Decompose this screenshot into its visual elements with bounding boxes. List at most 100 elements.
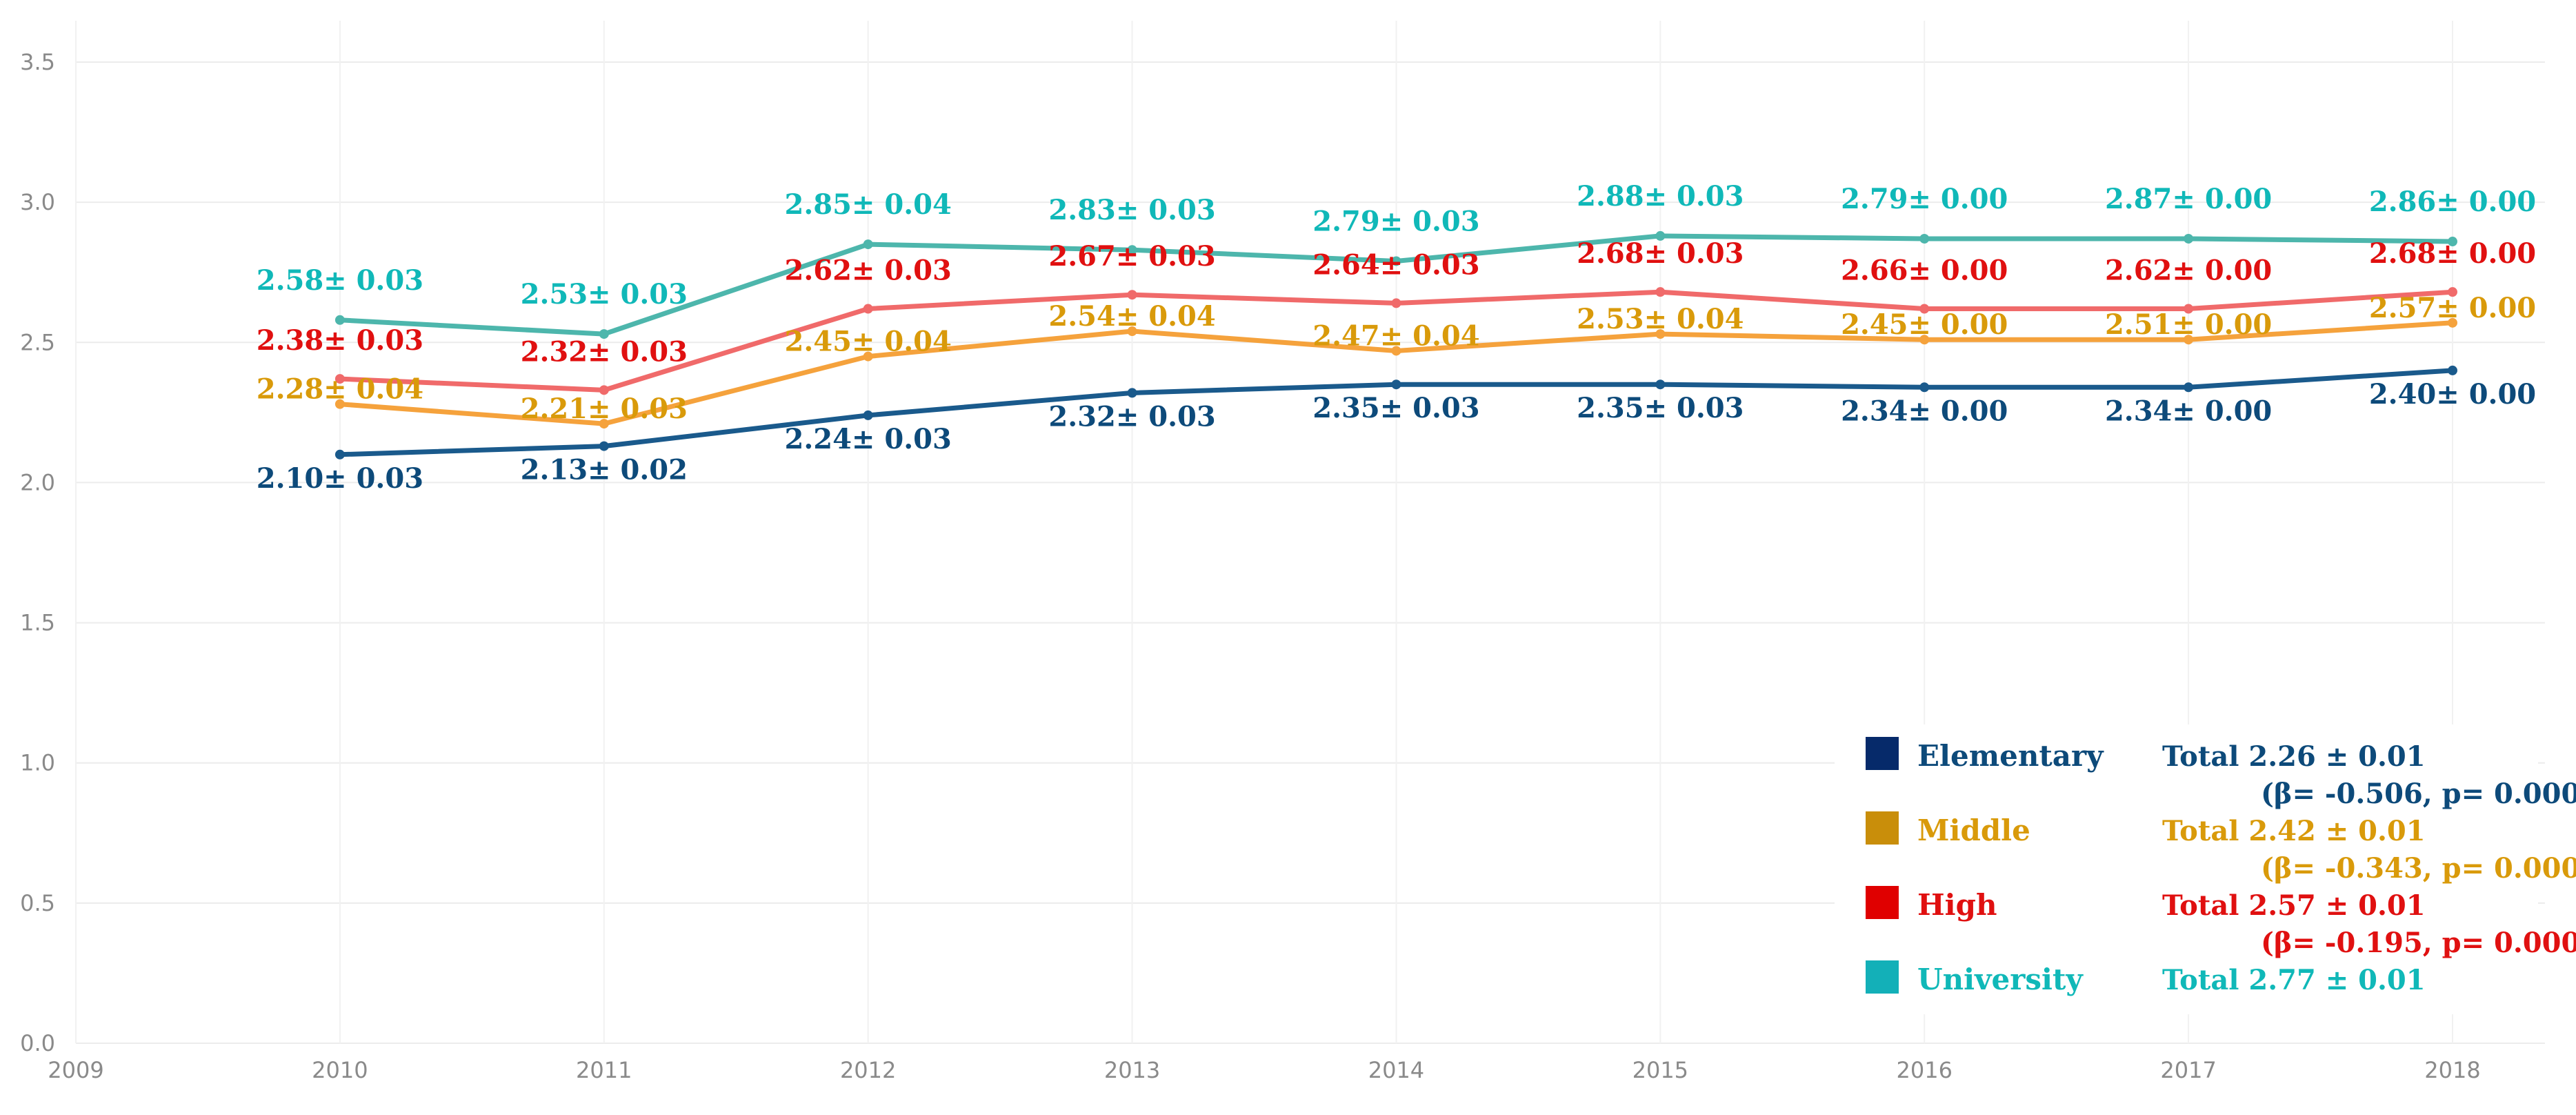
data-point-university <box>863 239 873 250</box>
legend-total-middle: Total 2.42 ± 0.01 <box>2162 815 2426 847</box>
y-tick-label: 2.0 <box>20 469 55 495</box>
data-label-high: 2.62± 0.03 <box>785 255 952 287</box>
legend-total-high: Total 2.57 ± 0.01 <box>2162 889 2426 922</box>
data-label-elementary: 2.34± 0.00 <box>1841 395 2008 427</box>
data-point-high <box>863 304 873 314</box>
data-label-middle: 2.53± 0.04 <box>1577 303 1744 335</box>
data-label-university: 2.58± 0.03 <box>257 264 423 297</box>
legend-stat-elementary: (β= -0.506, p= 0.000) <box>2261 778 2576 810</box>
data-label-elementary: 2.32± 0.03 <box>1048 400 1215 433</box>
x-tick-label: 2018 <box>2424 1057 2480 1083</box>
legend-total-elementary: Total 2.26 ± 0.01 <box>2162 740 2426 773</box>
x-axis-ticks: 2009 2010 2011 2012 2013 2014 2015 2016 2017 2018 <box>48 1057 2480 1083</box>
data-label-university: 2.83± 0.03 <box>1048 194 1215 226</box>
x-tick-label: 2011 <box>576 1057 632 1083</box>
y-tick-label: 0.0 <box>20 1030 55 1056</box>
data-label-university: 2.79± 0.00 <box>1841 183 2008 215</box>
data-point-elementary <box>2447 365 2457 375</box>
data-point-elementary <box>863 410 873 420</box>
data-point-middle <box>2184 335 2194 345</box>
data-point-elementary <box>1391 379 1401 390</box>
data-label-middle: 2.45± 0.00 <box>1841 308 2008 341</box>
x-tick-label: 2010 <box>312 1057 368 1083</box>
data-label-high: 2.68± 0.03 <box>1577 237 1744 270</box>
y-tick-label: 1.5 <box>20 610 55 636</box>
legend-swatch-elementary <box>1866 737 1899 770</box>
x-tick-label: 2012 <box>840 1057 896 1083</box>
data-point-university <box>2184 233 2194 244</box>
x-tick-label: 2014 <box>1368 1057 1424 1083</box>
data-label-university: 2.53± 0.03 <box>521 278 688 310</box>
data-label-middle: 2.51± 0.00 <box>2105 308 2272 341</box>
data-label-elementary: 2.40± 0.00 <box>2369 378 2536 411</box>
data-point-university <box>335 315 345 325</box>
data-point-elementary <box>1655 379 1666 390</box>
data-point-high <box>1391 298 1401 308</box>
data-label-middle: 2.57± 0.00 <box>2369 292 2536 324</box>
x-tick-label: 2016 <box>1896 1057 1952 1083</box>
y-axis-ticks: 0.0 0.5 1.0 1.5 2.0 2.5 3.0 3.5 <box>20 49 55 1056</box>
data-label-middle: 2.21± 0.03 <box>521 393 688 425</box>
data-label-elementary: 2.24± 0.03 <box>785 423 952 455</box>
data-label-elementary: 2.35± 0.03 <box>1577 392 1744 424</box>
x-tick-label: 2017 <box>2160 1057 2216 1083</box>
data-point-university <box>1655 230 1666 241</box>
data-point-high <box>2184 304 2194 314</box>
data-point-elementary <box>335 449 345 460</box>
y-tick-label: 0.5 <box>20 890 55 916</box>
data-point-middle <box>863 351 873 362</box>
legend: Elementary Total 2.26 ± 0.01 (β= -0.506, p… <box>1835 724 2576 1014</box>
data-point-middle <box>1655 329 1666 339</box>
data-label-high: 2.66± 0.00 <box>1841 255 2008 287</box>
data-label-middle: 2.28± 0.04 <box>257 373 423 406</box>
y-tick-label: 1.0 <box>20 750 55 776</box>
data-label-elementary: 2.13± 0.02 <box>521 454 688 486</box>
x-tick-label: 2013 <box>1104 1057 1160 1083</box>
data-label-university: 2.79± 0.03 <box>1312 205 1479 237</box>
legend-background <box>1835 724 2538 1014</box>
data-label-high: 2.68± 0.00 <box>2369 237 2536 270</box>
legend-label-high: High <box>1917 888 1997 922</box>
legend-stat-middle: (β= -0.343, p= 0.000) <box>2261 852 2576 885</box>
data-point-high <box>1655 287 1666 297</box>
data-label-elementary: 2.34± 0.00 <box>2105 395 2272 427</box>
data-point-high <box>1127 290 1137 300</box>
data-point-middle <box>1127 326 1137 337</box>
data-point-middle <box>599 419 609 429</box>
x-tick-label: 2009 <box>48 1057 103 1083</box>
data-point-high <box>599 385 609 395</box>
data-label-high: 2.62± 0.00 <box>2105 255 2272 287</box>
legend-stat-high: (β= -0.195, p= 0.000) <box>2261 927 2576 959</box>
data-point-university <box>2447 237 2457 247</box>
data-label-middle: 2.45± 0.04 <box>785 326 952 358</box>
legend-swatch-high <box>1866 886 1899 919</box>
data-label-middle: 2.54± 0.04 <box>1048 300 1215 333</box>
data-label-high: 2.38± 0.03 <box>257 324 423 357</box>
data-labels: 2.10± 0.03 2.13± 0.02 2.24± 0.03 2.32± 0.03… <box>257 180 2536 495</box>
data-point-high <box>1919 304 1930 314</box>
data-label-middle: 2.47± 0.04 <box>1312 319 1479 352</box>
data-point-elementary <box>599 441 609 451</box>
data-point-university <box>599 329 609 339</box>
data-label-elementary: 2.35± 0.03 <box>1312 392 1479 424</box>
data-label-university: 2.87± 0.00 <box>2105 183 2272 215</box>
y-tick-label: 3.0 <box>20 189 55 215</box>
data-label-high: 2.64± 0.03 <box>1312 248 1479 281</box>
x-tick-label: 2015 <box>1633 1057 1688 1083</box>
data-point-middle <box>1391 346 1401 356</box>
data-point-middle <box>2447 317 2457 328</box>
legend-label-university: University <box>1917 963 2084 996</box>
data-label-university: 2.85± 0.04 <box>785 188 952 221</box>
data-point-university <box>1919 233 1930 244</box>
data-point-high <box>2447 287 2457 297</box>
data-label-high: 2.32± 0.03 <box>521 335 688 368</box>
data-point-elementary <box>1919 382 1930 393</box>
data-point-middle <box>335 399 345 409</box>
data-label-elementary: 2.10± 0.03 <box>257 462 423 495</box>
legend-label-elementary: Elementary <box>1917 739 2104 773</box>
data-point-elementary <box>1127 388 1137 398</box>
series-points <box>335 230 2457 460</box>
data-point-elementary <box>2184 382 2194 393</box>
data-point-university <box>1391 256 1401 266</box>
